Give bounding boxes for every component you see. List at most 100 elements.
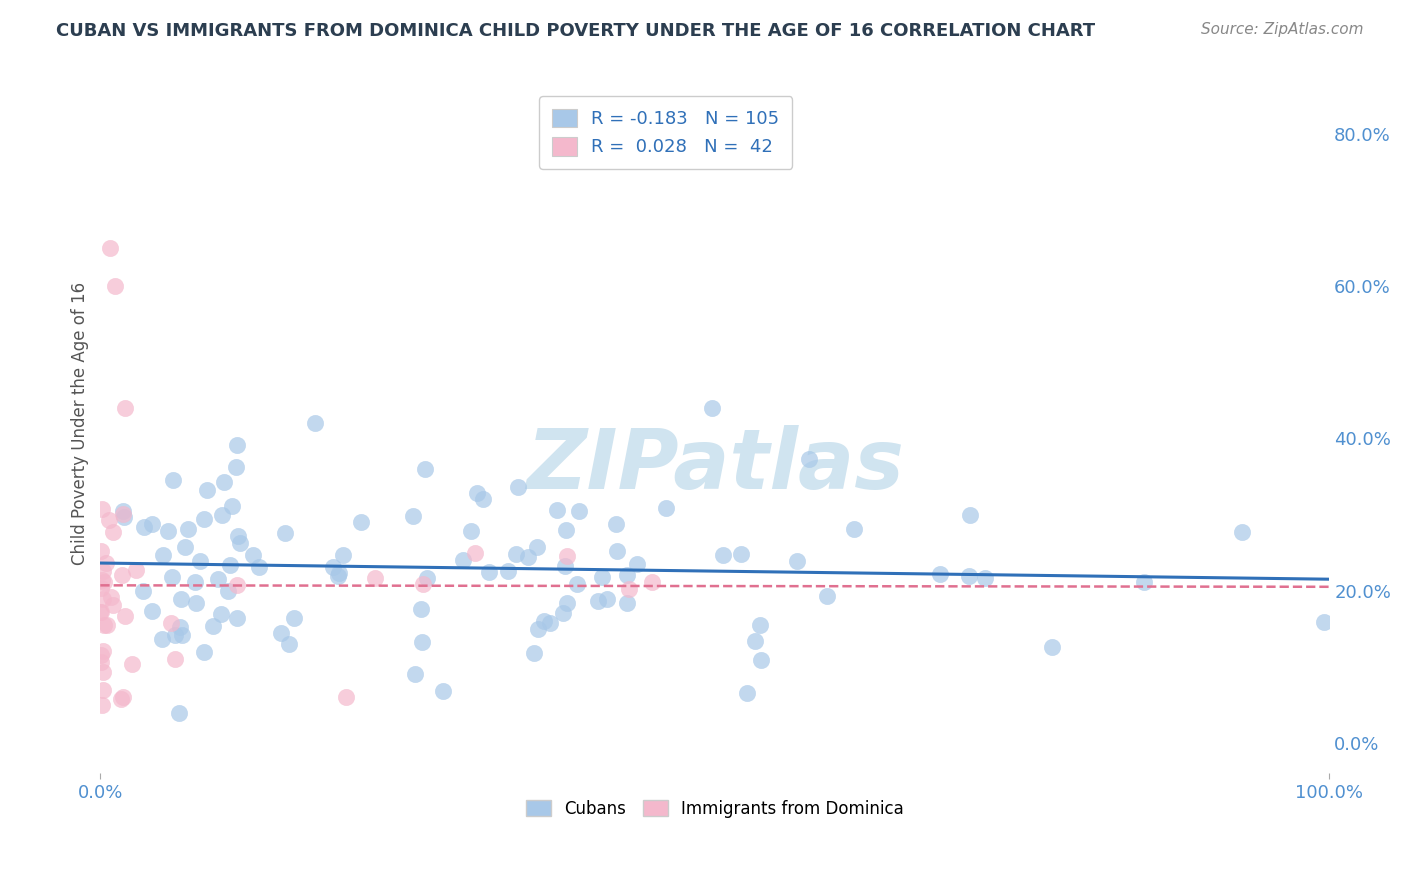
Point xyxy=(89,605,111,619)
Point xyxy=(169,706,191,720)
Point xyxy=(169,619,191,633)
Point xyxy=(221,499,243,513)
Point xyxy=(104,279,127,293)
Point xyxy=(111,568,134,582)
Point xyxy=(616,567,638,582)
Point xyxy=(1133,574,1156,589)
Point xyxy=(274,526,297,541)
Point xyxy=(335,690,357,705)
Point xyxy=(557,596,579,610)
Point xyxy=(506,480,529,494)
Point xyxy=(226,438,249,452)
Legend: Cubans, Immigrants from Dominica: Cubans, Immigrants from Dominica xyxy=(519,793,911,824)
Point xyxy=(150,632,173,647)
Point xyxy=(112,507,135,521)
Point xyxy=(90,581,112,595)
Point xyxy=(177,522,200,536)
Point xyxy=(226,529,249,543)
Point xyxy=(786,554,808,568)
Point xyxy=(616,596,638,610)
Text: CUBAN VS IMMIGRANTS FROM DOMINICA CHILD POVERTY UNDER THE AGE OF 16 CORRELATION : CUBAN VS IMMIGRANTS FROM DOMINICA CHILD … xyxy=(56,22,1095,40)
Point xyxy=(523,646,546,660)
Point xyxy=(533,614,555,628)
Point xyxy=(322,559,344,574)
Point xyxy=(124,563,146,577)
Point xyxy=(152,548,174,562)
Point xyxy=(91,502,114,516)
Point xyxy=(100,590,122,604)
Point xyxy=(111,690,134,705)
Point xyxy=(197,483,219,497)
Point xyxy=(91,682,114,697)
Point xyxy=(170,592,193,607)
Point xyxy=(163,652,186,666)
Point xyxy=(98,241,121,255)
Point xyxy=(162,473,184,487)
Point xyxy=(404,667,426,681)
Point xyxy=(554,558,576,573)
Point xyxy=(554,523,576,537)
Point xyxy=(91,592,114,607)
Point xyxy=(402,508,425,523)
Point xyxy=(111,504,134,518)
Point xyxy=(957,568,980,582)
Point xyxy=(700,401,723,415)
Point xyxy=(546,502,568,516)
Point xyxy=(432,684,454,698)
Point xyxy=(555,549,578,563)
Point xyxy=(606,544,628,558)
Point xyxy=(242,548,264,562)
Point xyxy=(605,516,627,531)
Point xyxy=(744,633,766,648)
Point xyxy=(567,576,589,591)
Point xyxy=(93,617,115,632)
Point xyxy=(749,618,772,632)
Point xyxy=(97,513,120,527)
Point xyxy=(328,569,350,583)
Point xyxy=(141,604,163,618)
Point xyxy=(91,564,114,578)
Point xyxy=(226,577,249,591)
Point xyxy=(91,698,114,712)
Point xyxy=(929,567,952,582)
Point xyxy=(170,628,193,642)
Y-axis label: Child Poverty Under the Age of 16: Child Poverty Under the Age of 16 xyxy=(72,282,89,565)
Point xyxy=(568,503,591,517)
Point xyxy=(89,655,111,669)
Point xyxy=(586,594,609,608)
Point xyxy=(478,565,501,579)
Point xyxy=(93,574,115,589)
Point xyxy=(217,584,239,599)
Point xyxy=(103,598,125,612)
Point xyxy=(526,623,548,637)
Point xyxy=(411,602,433,616)
Point xyxy=(626,558,648,572)
Point xyxy=(110,691,132,706)
Point xyxy=(93,644,115,658)
Point xyxy=(959,508,981,522)
Point xyxy=(713,549,735,563)
Point xyxy=(413,462,436,476)
Point xyxy=(973,572,995,586)
Point xyxy=(278,637,301,651)
Point xyxy=(505,547,527,561)
Point xyxy=(219,558,242,572)
Point xyxy=(96,556,118,570)
Point xyxy=(101,525,124,540)
Point xyxy=(157,524,180,539)
Point xyxy=(465,485,488,500)
Point xyxy=(89,648,111,663)
Point xyxy=(328,566,350,580)
Point xyxy=(844,522,866,536)
Point xyxy=(163,628,186,642)
Point xyxy=(471,491,494,506)
Point xyxy=(90,605,112,619)
Point xyxy=(225,459,247,474)
Point xyxy=(304,416,326,430)
Point xyxy=(201,619,224,633)
Point xyxy=(132,583,155,598)
Point xyxy=(211,508,233,522)
Point xyxy=(89,543,111,558)
Point xyxy=(641,575,664,590)
Point xyxy=(228,536,250,550)
